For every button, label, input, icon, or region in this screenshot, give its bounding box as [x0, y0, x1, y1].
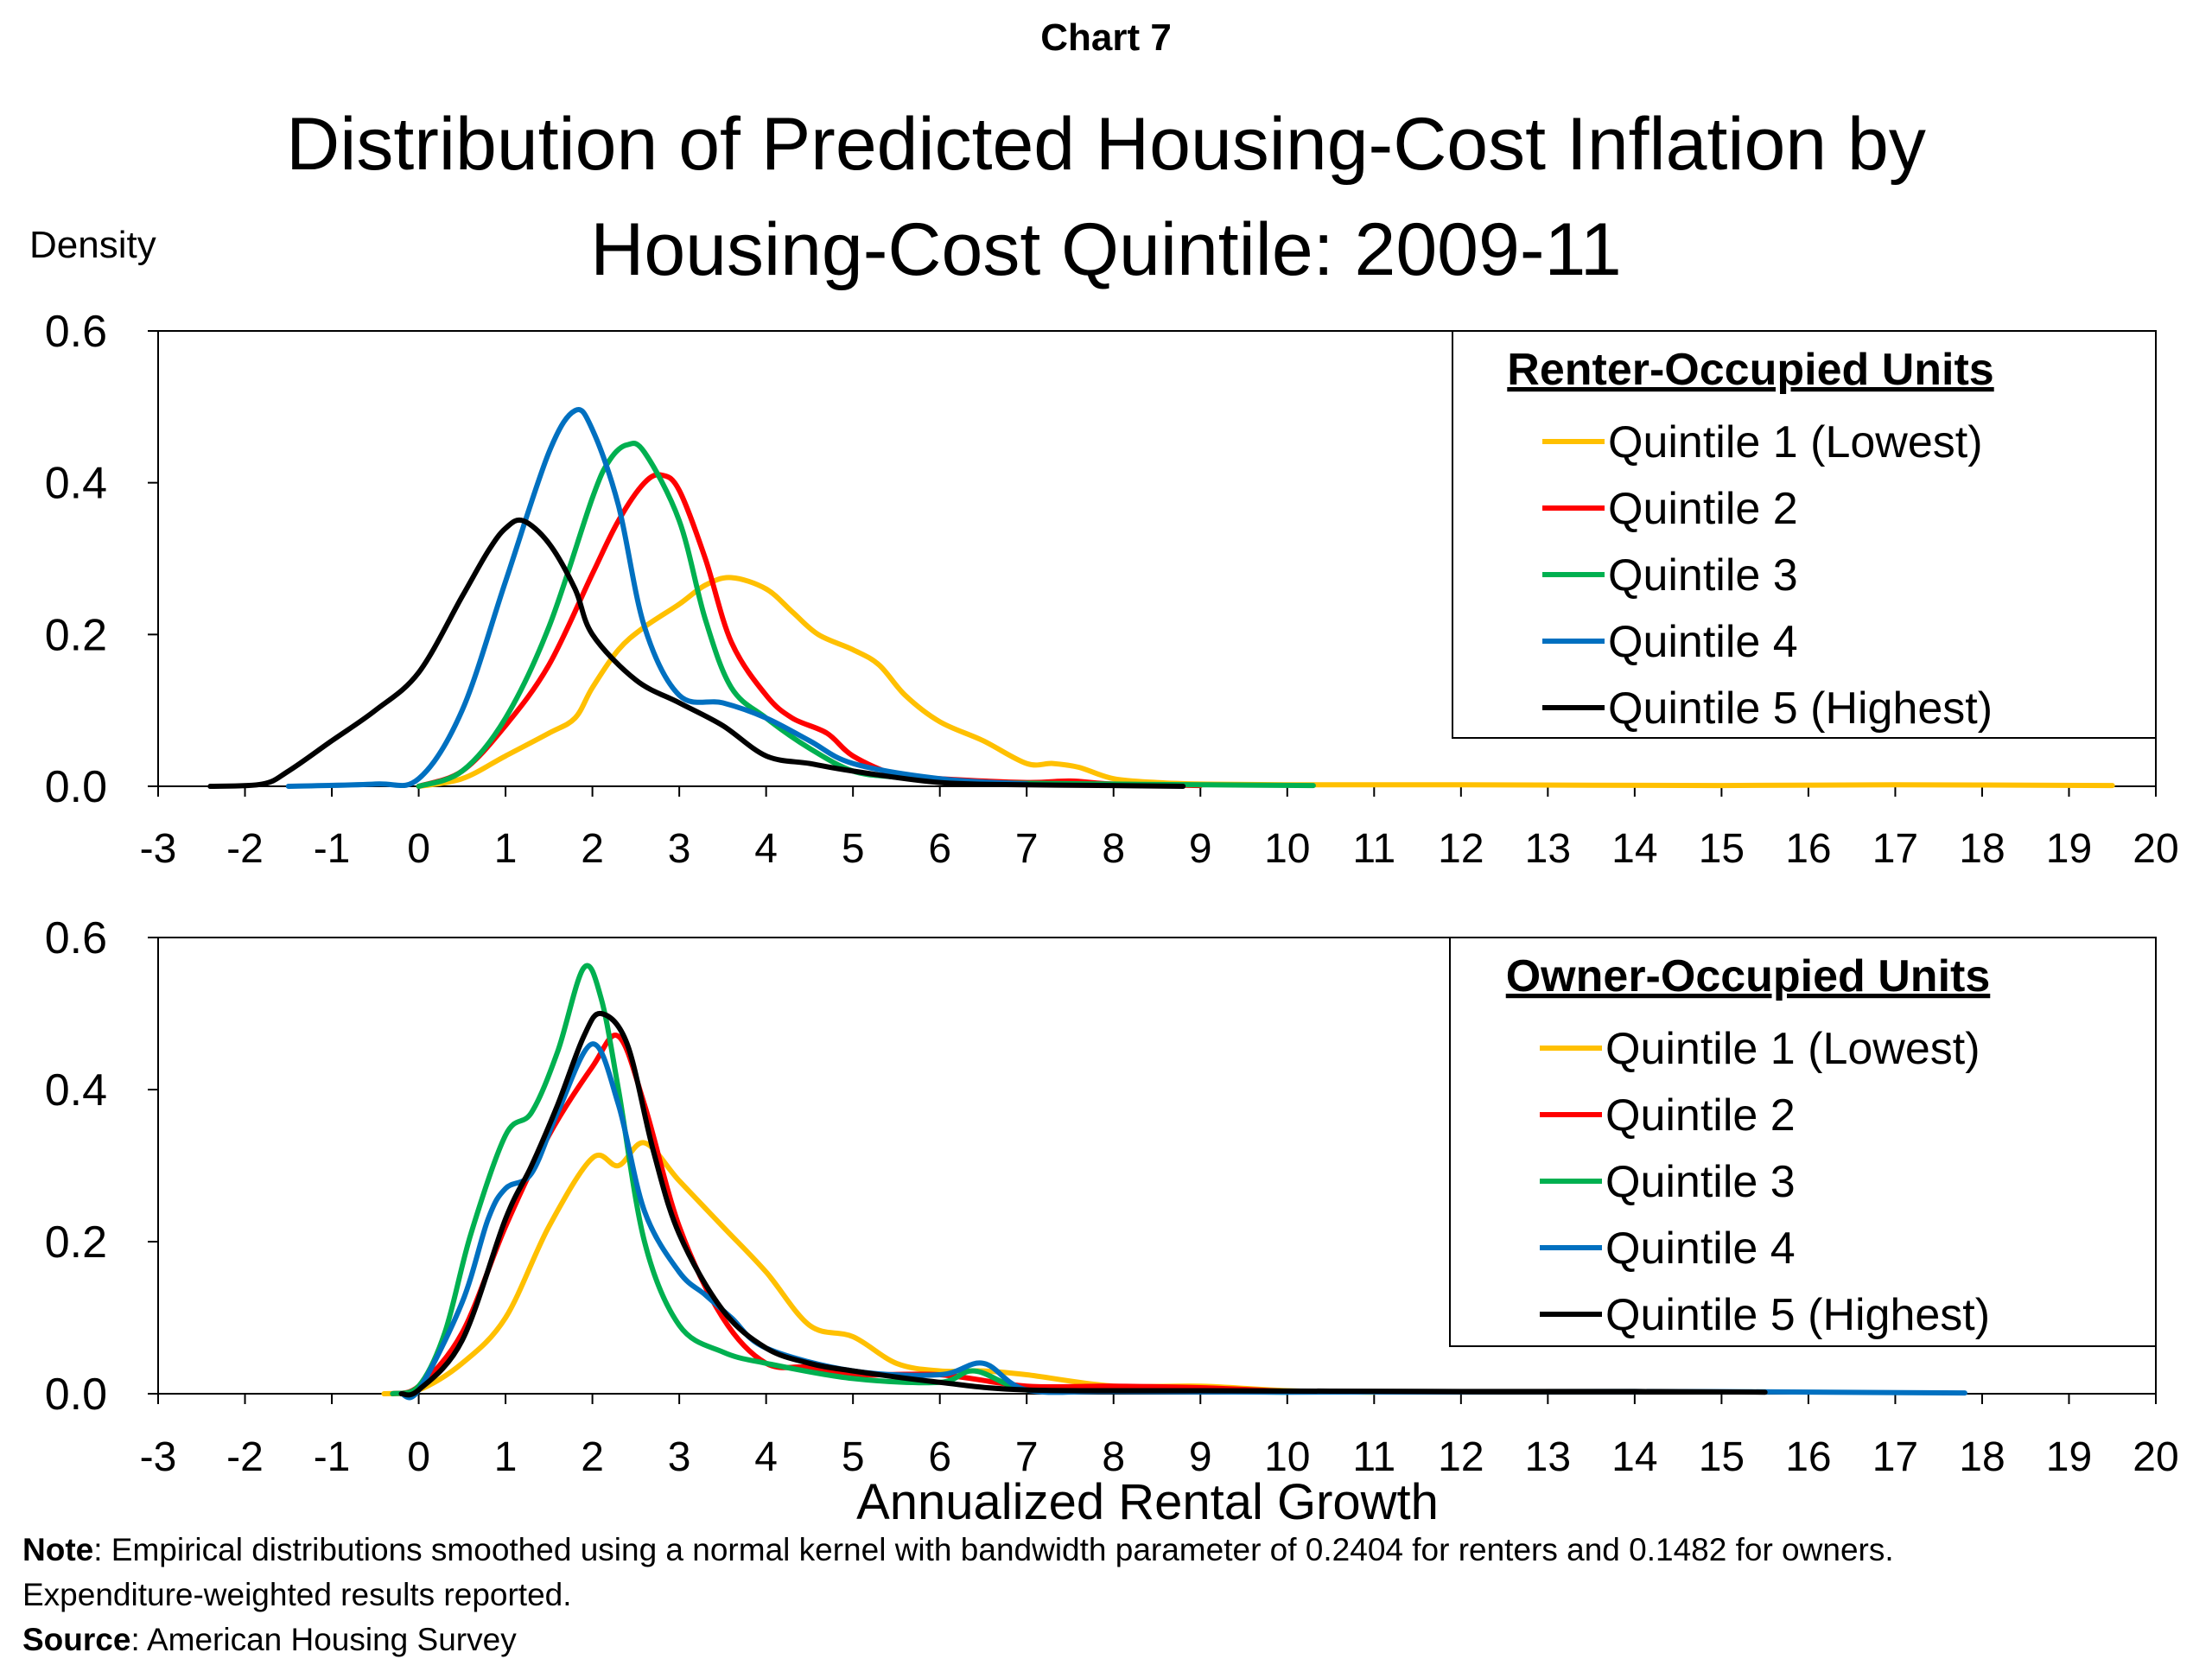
- legend-title: Owner-Occupied Units: [1506, 951, 1991, 1001]
- x-tick-label: 16: [1785, 1434, 1831, 1480]
- x-tick-label: 0: [407, 1434, 430, 1480]
- chart-title-line2: Housing-Cost Quintile: 2009-11: [590, 208, 1622, 291]
- note-label: Note: [22, 1532, 93, 1567]
- y-tick-label: 0.6: [45, 913, 107, 963]
- renter-panel: -3 -2 -1 0 1 2 3 4 5 6 7 8 9 10 11 12 13 14 15 16 17 18 19 200.…: [45, 307, 2179, 872]
- x-tick-label: -2: [226, 826, 264, 872]
- x-tick-label: 13: [1525, 826, 1571, 872]
- footnote-note-line2: Expenditure-weighted results reported.: [22, 1577, 572, 1612]
- x-tick-label: 14: [1611, 1434, 1657, 1480]
- x-tick-label: 0: [407, 826, 430, 872]
- x-tick-label: 3: [668, 826, 691, 872]
- y-axis-label: Density: [29, 224, 156, 266]
- legend-label-q3: Quintile 3: [1608, 550, 1798, 601]
- series-line-q1: [381, 1140, 1377, 1396]
- x-tick-label: 5: [842, 826, 865, 872]
- x-tick-label: 13: [1525, 1434, 1571, 1480]
- legend-title: Renter-Occupied Units: [1507, 345, 1993, 395]
- x-tick-label: 5: [842, 1434, 865, 1480]
- legend-label-q4: Quintile 4: [1608, 617, 1798, 667]
- y-tick-label: 0.2: [45, 610, 107, 660]
- x-tick-label: 4: [754, 1434, 778, 1480]
- x-tick-label: -1: [314, 826, 351, 872]
- series-line-q5: [207, 517, 1186, 789]
- x-tick-label: 1: [494, 1434, 518, 1480]
- x-tick-label: 16: [1785, 826, 1831, 872]
- x-tick-label: 15: [1699, 1434, 1745, 1480]
- legend-label-q2: Quintile 2: [1605, 1090, 1796, 1141]
- y-tick-label: 0.4: [45, 459, 107, 509]
- x-tick-label: 12: [1438, 1434, 1484, 1480]
- x-tick-label: 19: [2046, 1434, 2092, 1480]
- x-axis-label: Annualized Rental Growth: [856, 1474, 1439, 1530]
- x-tick-label: 17: [1872, 1434, 1918, 1480]
- series-line-q3: [416, 441, 1316, 789]
- legend-label-q5: Quintile 5 (Highest): [1605, 1290, 1990, 1340]
- x-tick-label: 11: [1352, 826, 1395, 872]
- note-text: : Empirical distributions smoothed using…: [93, 1532, 1893, 1567]
- x-tick-label: 11: [1352, 1434, 1395, 1480]
- legend-label-q4: Quintile 4: [1605, 1224, 1796, 1274]
- footnote-source: Source: American Housing Survey: [22, 1622, 517, 1657]
- x-tick-label: -1: [314, 1434, 351, 1480]
- x-tick-label: 8: [1102, 826, 1125, 872]
- x-tick-label: 6: [928, 1434, 951, 1480]
- x-tick-label: 1: [494, 826, 518, 872]
- series-line-q3: [390, 963, 1290, 1396]
- y-tick-label: 0.0: [45, 762, 107, 812]
- series-line-q1: [416, 575, 2115, 789]
- x-tick-label: 2: [581, 1434, 604, 1480]
- y-tick-label: 0.0: [45, 1370, 107, 1420]
- x-tick-label: 9: [1189, 1434, 1212, 1480]
- x-tick-label: 14: [1611, 826, 1657, 872]
- series-line-q4: [285, 407, 1030, 789]
- x-tick-label: 7: [1015, 1434, 1039, 1480]
- legend-label-q2: Quintile 2: [1608, 484, 1798, 534]
- x-tick-label: -3: [140, 826, 177, 872]
- source-label: Source: [22, 1622, 130, 1657]
- chart-title-line1: Distribution of Predicted Housing-Cost I…: [286, 103, 1926, 186]
- x-tick-label: 15: [1699, 826, 1745, 872]
- chart-supertitle: Chart 7: [1040, 16, 1172, 59]
- y-tick-label: 0.4: [45, 1065, 107, 1116]
- x-tick-label: 18: [1959, 826, 2005, 872]
- source-text: : American Housing Survey: [130, 1622, 517, 1657]
- x-tick-label: 9: [1189, 826, 1212, 872]
- x-tick-label: 18: [1959, 1434, 2005, 1480]
- x-tick-label: -3: [140, 1434, 177, 1480]
- legend-label-q3: Quintile 3: [1605, 1157, 1796, 1207]
- legend-label-q1: Quintile 1 (Lowest): [1605, 1024, 1980, 1074]
- x-tick-label: 6: [928, 826, 951, 872]
- legend-box: [1449, 937, 2157, 1347]
- x-tick-label: 8: [1102, 1434, 1125, 1480]
- x-tick-label: 7: [1015, 826, 1039, 872]
- x-tick-label: 3: [668, 1434, 691, 1480]
- legend-label-q1: Quintile 1 (Lowest): [1608, 417, 1983, 467]
- owner-panel: -3 -2 -1 0 1 2 3 4 5 6 7 8 9 10 11 12 13 14 15 16 17 18 19 200.…: [45, 913, 2179, 1480]
- legend-label-q5: Quintile 5 (Highest): [1608, 683, 1993, 734]
- y-tick-label: 0.6: [45, 307, 107, 357]
- x-tick-label: 2: [581, 826, 604, 872]
- legend-box: [1452, 330, 2157, 739]
- y-tick-label: 0.2: [45, 1217, 107, 1268]
- series-line-q5: [398, 1010, 1768, 1398]
- series-line-q2: [390, 1033, 1290, 1396]
- x-tick-label: 10: [1264, 826, 1310, 872]
- x-tick-label: 12: [1438, 826, 1484, 872]
- x-tick-label: 4: [754, 826, 778, 872]
- x-tick-label: 17: [1872, 826, 1918, 872]
- footnote-note: Note: Empirical distributions smoothed u…: [22, 1532, 1894, 1567]
- x-tick-label: 20: [2133, 1434, 2178, 1480]
- x-tick-label: -2: [226, 1434, 264, 1480]
- x-tick-label: 19: [2046, 826, 2092, 872]
- x-tick-label: 20: [2133, 826, 2178, 872]
- x-tick-label: 10: [1264, 1434, 1310, 1480]
